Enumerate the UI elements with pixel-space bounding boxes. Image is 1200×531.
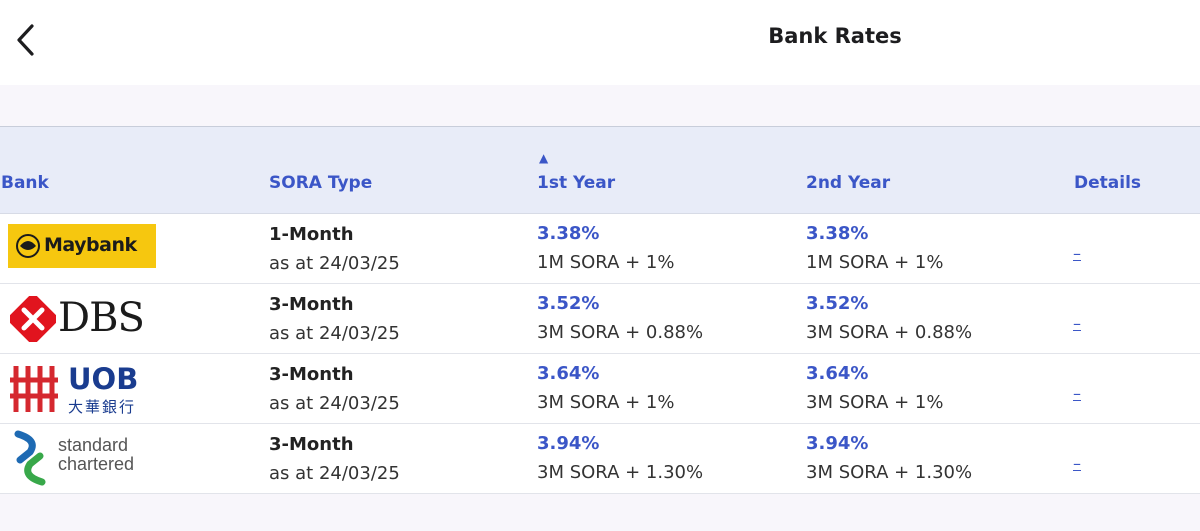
column-header-details[interactable]: Details — [1074, 173, 1142, 193]
second-year-desc: 1M SORA + 1% — [806, 252, 944, 273]
details-link[interactable]: – — [1073, 454, 1081, 473]
sora-type: 3-Month — [269, 364, 354, 385]
standard-chartered-logo: standard chartered — [8, 430, 164, 486]
uob-logo-subtext: 大華銀行 — [68, 398, 137, 416]
second-year-rate: 3.64% — [806, 363, 869, 384]
spacer-strip — [0, 85, 1200, 126]
first-year-desc: 3M SORA + 0.88% — [537, 322, 704, 343]
bank-logo-cell: UOB 大華銀行 — [0, 354, 262, 423]
first-year-rate: 3.52% — [537, 293, 600, 314]
standard-chartered-logo-subtext: chartered — [58, 454, 135, 474]
page-title: Bank Rates — [768, 24, 902, 48]
first-year-rate: 3.38% — [537, 223, 600, 244]
as-at-date: as at 24/03/25 — [269, 463, 400, 484]
maybank-logo-text: Maybank — [44, 234, 137, 256]
uob-logo: UOB 大華銀行 — [8, 362, 164, 416]
first-year-desc: 1M SORA + 1% — [537, 252, 675, 273]
second-year-rate: 3.38% — [806, 223, 869, 244]
table-row[interactable]: DBS 3-Month as at 24/03/25 3.52% 3M SORA… — [0, 284, 1200, 354]
second-year-desc: 3M SORA + 0.88% — [806, 322, 973, 343]
column-header-bank[interactable]: Bank — [1, 173, 49, 193]
details-link[interactable]: – — [1073, 244, 1081, 263]
uob-logo-text: UOB — [68, 362, 139, 396]
first-year-rate: 3.94% — [537, 433, 600, 454]
second-year-rate: 3.94% — [806, 433, 869, 454]
second-year-rate: 3.52% — [806, 293, 869, 314]
table-row[interactable]: Maybank 1-Month as at 24/03/25 3.38% 1M … — [0, 214, 1200, 284]
first-year-desc: 3M SORA + 1% — [537, 392, 675, 413]
bottom-area — [0, 494, 1200, 531]
as-at-date: as at 24/03/25 — [269, 323, 400, 344]
sora-type: 3-Month — [269, 434, 354, 455]
maybank-logo: Maybank — [8, 224, 164, 274]
details-link[interactable]: – — [1073, 314, 1081, 333]
column-header-first-year[interactable]: 1st Year — [537, 173, 616, 193]
back-button[interactable] — [8, 20, 44, 60]
table-header: Bank SORA Type ▲ 1st Year 2nd Year Detai… — [0, 126, 1200, 214]
column-header-second-year[interactable]: 2nd Year — [806, 173, 891, 193]
bank-logo-cell: standard chartered — [0, 424, 168, 493]
details-link[interactable]: – — [1073, 384, 1081, 403]
bank-logo-cell: Maybank — [0, 214, 262, 283]
rates-table: Bank SORA Type ▲ 1st Year 2nd Year Detai… — [0, 126, 1200, 494]
sort-ascending-icon: ▲ — [539, 151, 549, 165]
table-row[interactable]: UOB 大華銀行 3-Month as at 24/03/25 3.64% 3M… — [0, 354, 1200, 424]
standard-chartered-logo-text: standard — [58, 435, 129, 455]
dbs-logo-text: DBS — [58, 295, 145, 341]
second-year-desc: 3M SORA + 1.30% — [806, 462, 973, 483]
column-header-sora-type[interactable]: SORA Type — [269, 173, 373, 193]
as-at-date: as at 24/03/25 — [269, 393, 400, 414]
sora-type: 1-Month — [269, 224, 354, 245]
table-row[interactable]: standard chartered 3-Month as at 24/03/2… — [0, 424, 1200, 494]
top-bar: Bank Rates — [0, 0, 1200, 85]
chevron-left-icon — [17, 24, 34, 56]
first-year-desc: 3M SORA + 1.30% — [537, 462, 704, 483]
second-year-desc: 3M SORA + 1% — [806, 392, 944, 413]
first-year-rate: 3.64% — [537, 363, 600, 384]
as-at-date: as at 24/03/25 — [269, 253, 400, 274]
dbs-logo: DBS — [8, 294, 164, 344]
bank-logo-cell: DBS — [0, 284, 262, 353]
sora-type: 3-Month — [269, 294, 354, 315]
